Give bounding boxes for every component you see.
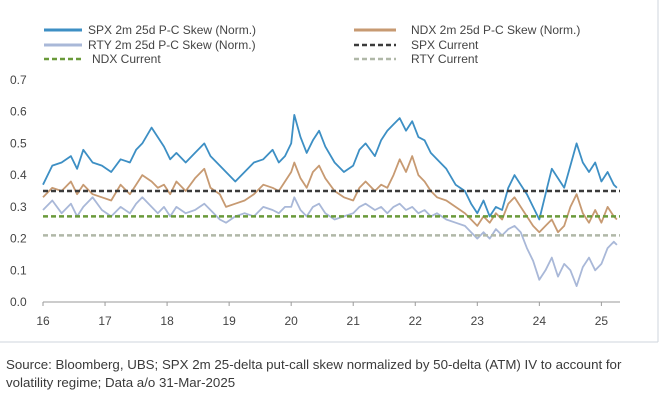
legend-label-spx-current: SPX Current bbox=[411, 38, 479, 52]
x-tick-label: 23 bbox=[471, 314, 485, 328]
series-line-ndx-2m-25d-p-c-skew-norm bbox=[42, 155, 618, 234]
y-tick-label: 0.5 bbox=[10, 136, 27, 150]
x-tick-label: 24 bbox=[533, 314, 547, 328]
x-tick-label: 20 bbox=[284, 314, 298, 328]
series-line-spx-2m-25d-p-c-skew-norm bbox=[42, 114, 618, 221]
legend-label-rty-current: RTY Current bbox=[411, 52, 479, 66]
y-tick-label: 0.6 bbox=[10, 105, 27, 119]
plot-area bbox=[42, 114, 620, 288]
legend-item-rty-skew: RTY 2m 25d P-C Skew (Norm.) bbox=[44, 38, 256, 52]
legend-label-rty-skew: RTY 2m 25d P-C Skew (Norm.) bbox=[88, 38, 256, 52]
legend-item-spx-skew: SPX 2m 25d P-C Skew (Norm.) bbox=[44, 23, 256, 37]
y-axis: 0.0 0.1 0.2 0.3 0.4 0.5 0.6 0.7 bbox=[10, 73, 27, 309]
y-tick-label: 0.2 bbox=[10, 232, 27, 246]
legend-label-spx-skew: SPX 2m 25d P-C Skew (Norm.) bbox=[88, 23, 256, 37]
x-tick-label: 16 bbox=[36, 314, 50, 328]
x-tick-label: 21 bbox=[347, 314, 361, 328]
legend-label-ndx-skew: NDX 2m 25d P-C Skew (Norm.) bbox=[411, 23, 580, 37]
legend-item-rty-current: RTY Current bbox=[354, 52, 479, 66]
x-tick-label: 18 bbox=[160, 314, 174, 328]
x-tick-label: 19 bbox=[222, 314, 236, 328]
y-tick-label: 0.0 bbox=[10, 295, 27, 309]
legend-item-ndx-current: NDX Current bbox=[44, 52, 161, 66]
y-tick-label: 0.3 bbox=[10, 200, 27, 214]
x-tick-label: 17 bbox=[98, 314, 112, 328]
x-tick-label: 22 bbox=[409, 314, 423, 328]
legend-item-ndx-skew: NDX 2m 25d P-C Skew (Norm.) bbox=[354, 23, 580, 37]
legend: SPX 2m 25d P-C Skew (Norm.) NDX 2m 25d P… bbox=[44, 23, 580, 66]
y-tick-label: 0.4 bbox=[10, 168, 27, 182]
x-axis: 16 17 18 19 20 21 22 23 24 25 bbox=[36, 302, 608, 328]
series-line-rty-2m-25d-p-c-skew-norm bbox=[42, 196, 618, 288]
y-tick-label: 0.7 bbox=[10, 73, 27, 87]
y-tick-label: 0.1 bbox=[10, 263, 27, 277]
legend-item-spx-current: SPX Current bbox=[354, 38, 479, 52]
legend-label-ndx-current: NDX Current bbox=[92, 52, 161, 66]
x-tick-label: 25 bbox=[595, 314, 609, 328]
source-note: Source: Bloomberg, UBS; SPX 2m 25-delta … bbox=[6, 357, 622, 390]
